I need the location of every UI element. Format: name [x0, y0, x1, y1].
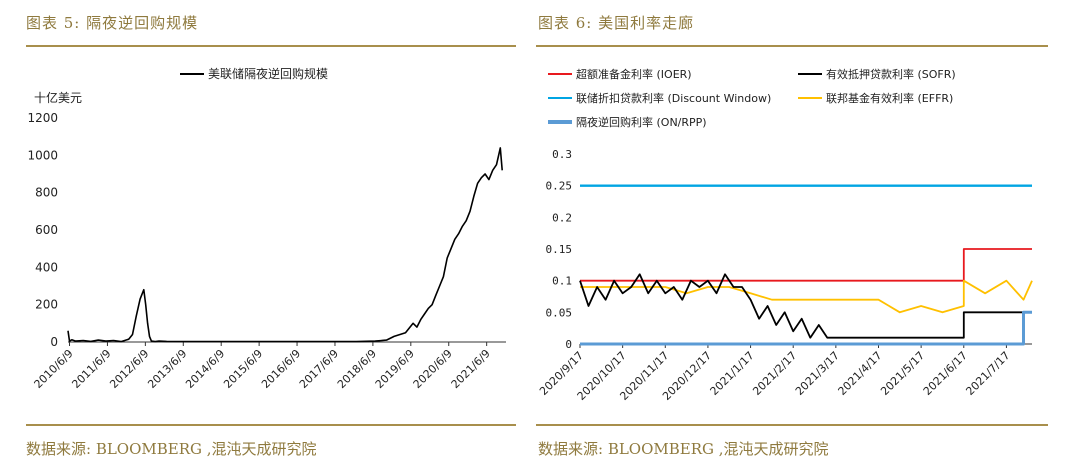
- series-line-sofr: [579, 273, 1032, 339]
- x-tick-label-5: 2015/6/9: [221, 347, 265, 391]
- x-tick-label-1: 2011/6/9: [69, 347, 113, 391]
- series-line-ioer: [580, 248, 1032, 282]
- x-tick-label-7: 2021/4/17: [836, 349, 885, 398]
- series-line-effr: [580, 279, 1033, 314]
- legend-label-effr: 联邦基金有效利率 (EFFR): [826, 91, 953, 105]
- y-tick-label-5: 0.25: [546, 180, 573, 193]
- series-line-onrrp: [580, 310, 1032, 346]
- legend-label-discount-window: 联储折扣贷款利率 (Discount Window): [576, 91, 771, 105]
- x-tick-label-8: 2021/5/17: [878, 349, 927, 398]
- y-tick-label-1: 0.05: [546, 306, 573, 319]
- y-tick-label-6: 1200: [27, 111, 58, 125]
- x-tick-label-0: 2010/6/9: [32, 347, 76, 391]
- x-tick-label-11: 2021/6/9: [449, 347, 493, 391]
- y-unit-label: 十亿美元: [34, 90, 82, 105]
- y-tick-label-0: 0: [50, 335, 58, 349]
- right-panel-title: 图表 6: 美国利率走廊: [538, 14, 695, 32]
- legend-label-onrrp: 隔夜逆回购利率 (ON/RPP): [576, 115, 707, 129]
- right-bottom-rule: [536, 424, 1048, 426]
- x-tick-label-9: 2021/6/17: [921, 349, 970, 398]
- reverse-repo-chart: 十亿美元 0 200 400 600 800 1000 1200 2010/6/92011/6/…: [27, 66, 506, 391]
- x-tick-label-7: 2017/6/9: [297, 347, 341, 391]
- y-tick-label-6: 0.3: [552, 148, 572, 161]
- x-tick-label-6: 2021/3/17: [793, 349, 842, 398]
- left-panel: 图表 5: 隔夜逆回购规模 十亿美元 0 200 400 600 800 1000 1200 2…: [0, 0, 530, 474]
- legend-label-ioer: 超额准备金利率 (IOER): [576, 67, 692, 81]
- right-panel: 图表 6: 美国利率走廊 0 0.05 0.1 0.15 0.2 0.25 0.3 2020/…: [536, 0, 1080, 474]
- x-tick-label-10: 2020/6/9: [411, 347, 455, 391]
- left-bottom-rule: [26, 424, 516, 426]
- y-tick-label-5: 1000: [27, 148, 58, 162]
- x-tick-label-4: 2014/6/9: [183, 347, 227, 391]
- left-top-rule: [26, 45, 516, 47]
- y-tick-label-2: 400: [35, 260, 58, 274]
- y-tick-label-3: 600: [35, 223, 58, 237]
- x-tick-label-9: 2019/6/9: [373, 347, 417, 391]
- x-tick-label-3: 2013/6/9: [145, 347, 189, 391]
- y-tick-label-4: 0.2: [552, 211, 572, 224]
- right-top-rule: [536, 45, 1048, 47]
- x-tick-label-2: 2012/6/9: [107, 347, 151, 391]
- right-panel-source: 数据来源: BLOOMBERG ,混沌天成研究院: [538, 440, 829, 458]
- left-panel-title: 图表 5: 隔夜逆回购规模: [26, 14, 199, 32]
- y-tick-label-4: 800: [35, 186, 58, 200]
- x-tick-label-10: 2021/7/17: [963, 349, 1012, 398]
- x-tick-label-8: 2018/6/9: [335, 347, 379, 391]
- x-tick-label-6: 2016/6/9: [259, 347, 303, 391]
- x-tick-label-5: 2021/2/17: [750, 349, 799, 398]
- y-tick-label-2: 0.1: [552, 275, 572, 288]
- x-tick-label-4: 2021/1/17: [708, 349, 757, 398]
- legend-label-reverse-repo: 美联储隔夜逆回购规模: [208, 66, 328, 81]
- legend-label-sofr: 有效抵押贷款利率 (SOFR): [826, 67, 956, 81]
- y-tick-label-0: 0: [565, 338, 572, 351]
- left-panel-source: 数据来源: BLOOMBERG ,混沌天成研究院: [26, 440, 317, 458]
- y-tick-label-1: 200: [35, 298, 58, 312]
- y-tick-label-3: 0.15: [546, 243, 573, 256]
- rate-corridor-chart: 00.050.10.150.20.250.32020/9/172020/10/1…: [537, 67, 1033, 403]
- series-line-reverse-repo: [67, 147, 503, 343]
